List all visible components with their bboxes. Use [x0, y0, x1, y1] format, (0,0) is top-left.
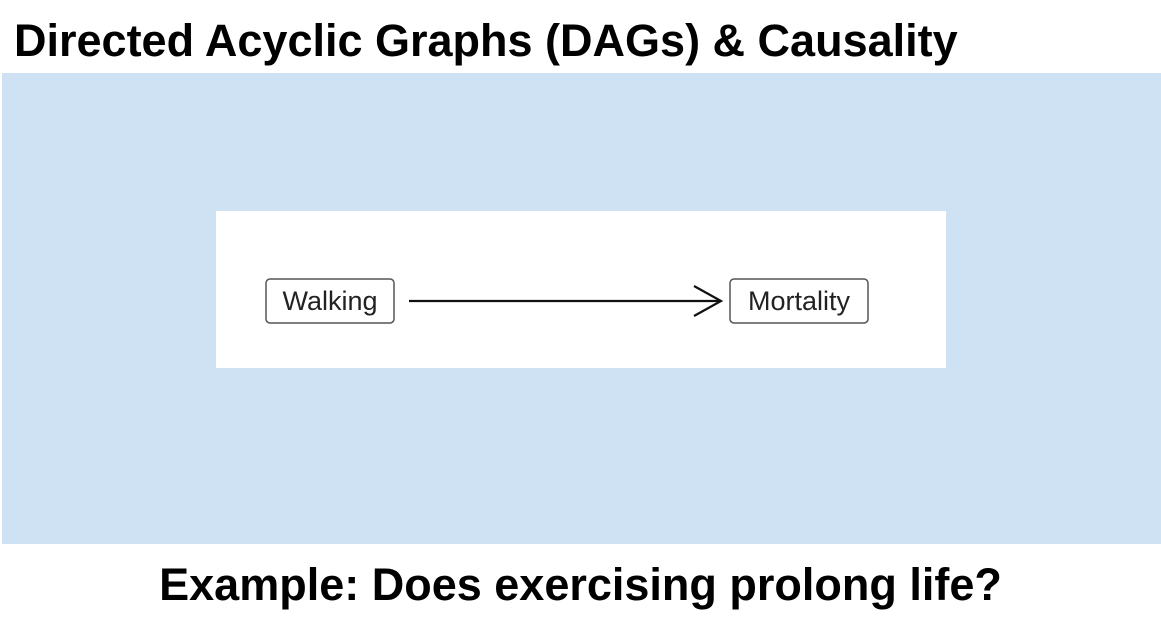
node-box-mortality [729, 278, 869, 324]
dag-node-walking: Walking [265, 278, 395, 324]
node-label-mortality: Mortality [748, 286, 851, 316]
dag-node-mortality: Mortality [729, 278, 869, 324]
node-label-walking: Walking [282, 286, 377, 316]
dag-edge-walking-mortality [409, 285, 724, 317]
dag-svg: Walking Mortality [265, 278, 869, 324]
slide-caption: Example: Does exercising prolong life? [159, 559, 1002, 610]
arrowhead-icon [693, 285, 724, 317]
node-box-walking [265, 278, 395, 324]
content-panel: Walking Mortality [2, 73, 1161, 544]
slide-title: Directed Acyclic Graphs (DAGs) & Causali… [14, 15, 958, 66]
dag-diagram: Walking Mortality [216, 211, 946, 368]
